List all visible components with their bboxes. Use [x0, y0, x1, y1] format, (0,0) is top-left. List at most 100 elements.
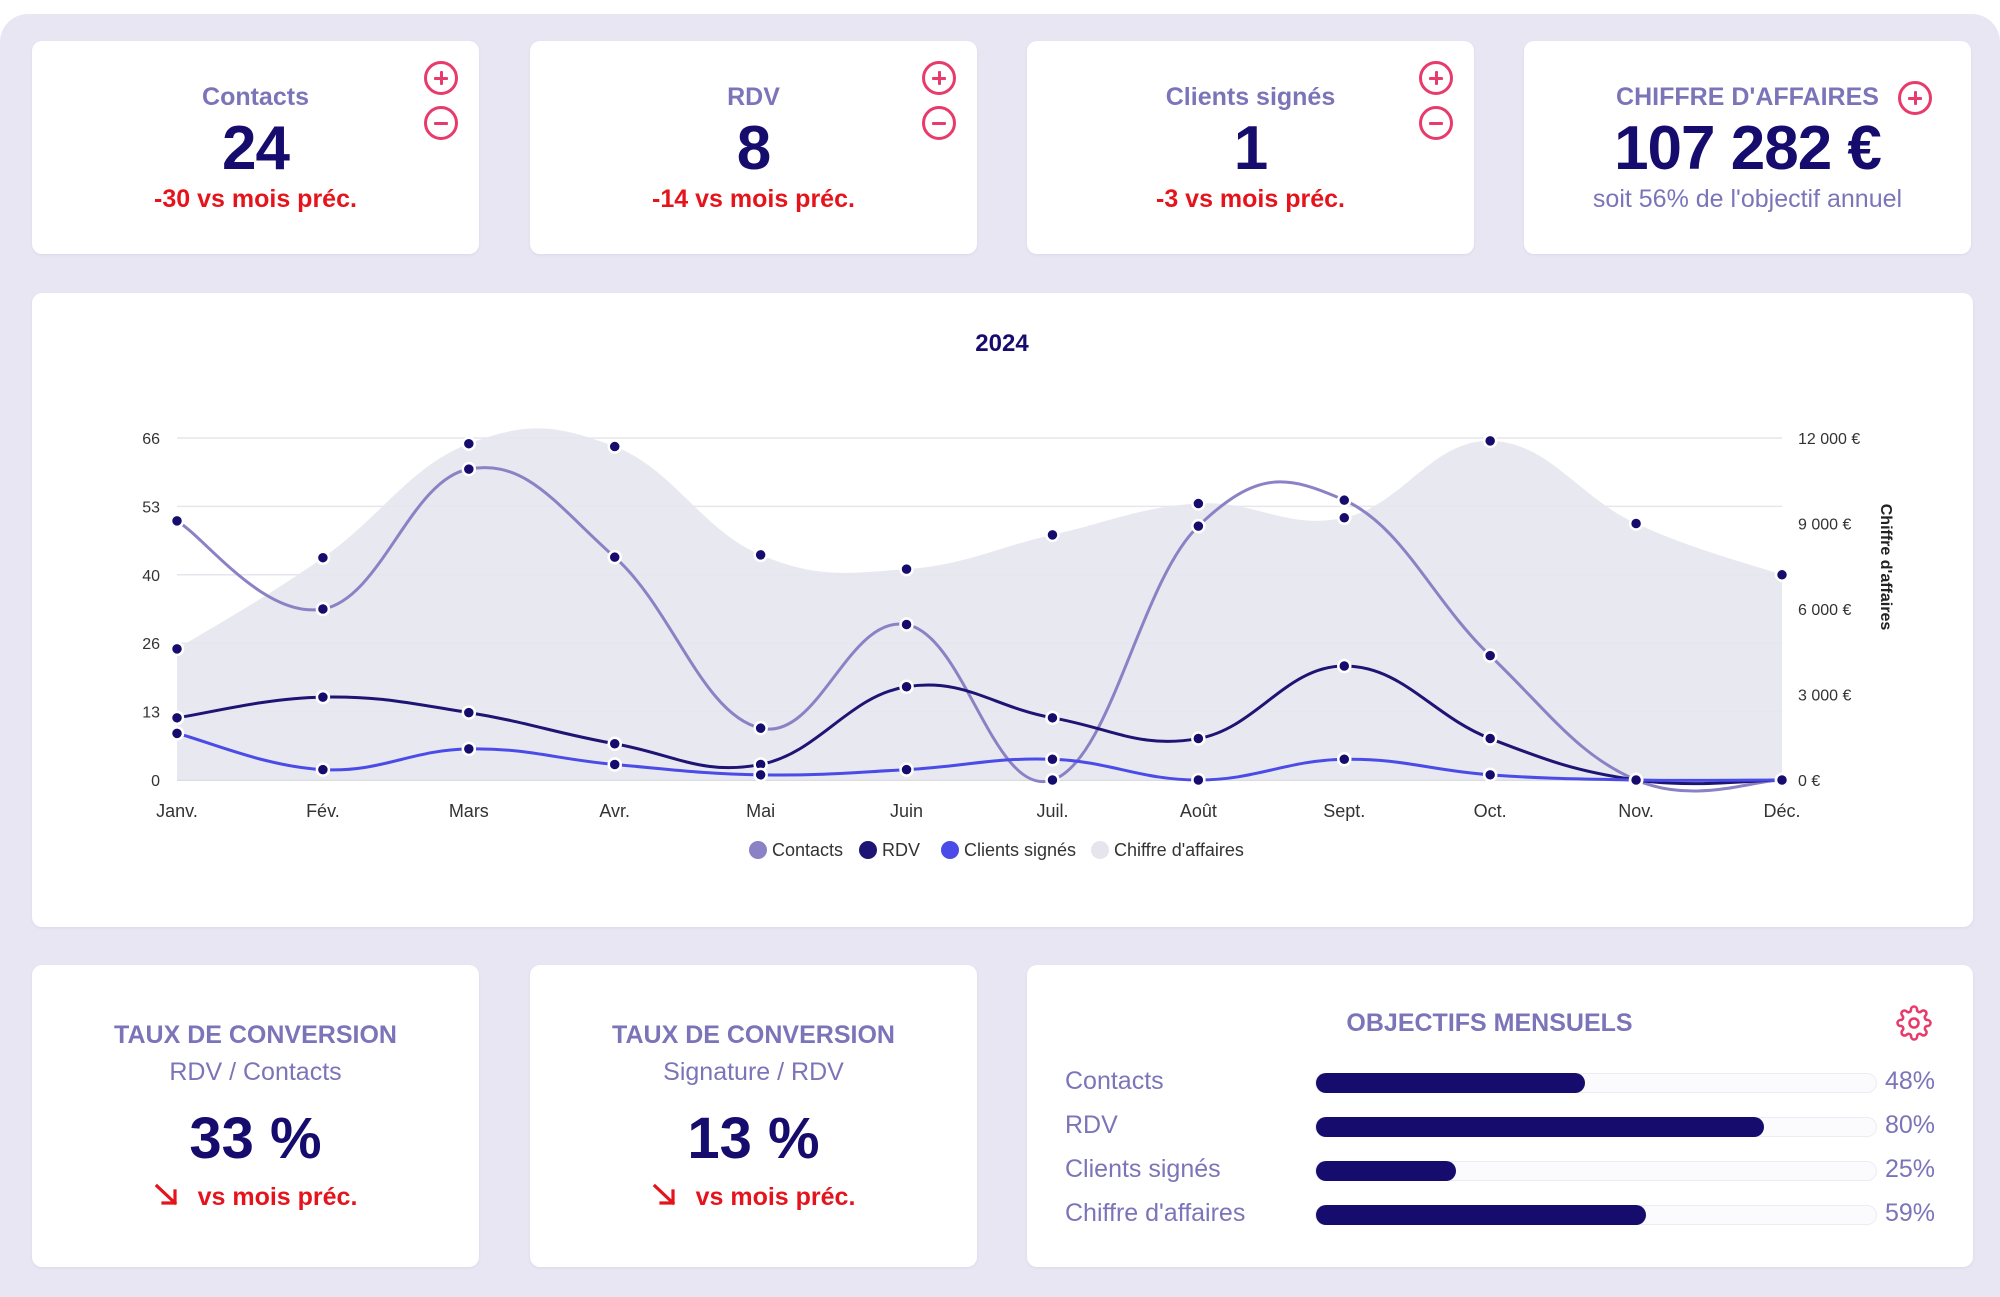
goal-progress-fill [1316, 1073, 1585, 1093]
kpi-value: 24 [222, 114, 290, 183]
goal-progress-track [1315, 1073, 1877, 1093]
data-point-contacts [899, 617, 914, 632]
data-point-chiffre-d-affaires [1191, 496, 1206, 511]
increment-rdv-button[interactable] [922, 61, 956, 95]
kpi-card-chiffre-affaires: CHIFFRE D'AFFAIRES 107 282 € soit 56% de… [1524, 41, 1971, 254]
kpi-card-clients-signes: Clients signés 1 -3 vs mois préc. [1027, 41, 1474, 254]
arrow-down-right-icon [154, 1183, 180, 1207]
data-point-contacts [1337, 492, 1352, 508]
legend-swatch [941, 841, 959, 859]
conversion-card-signature-rdv: TAUX DE CONVERSION Signature / RDV 13 % … [530, 965, 977, 1267]
x-tick-label: Oct. [1474, 801, 1507, 821]
conversion-title: TAUX DE CONVERSION [114, 1021, 397, 1049]
data-point-contacts [1482, 648, 1498, 663]
goal-percent: 80% [1884, 1111, 1935, 1139]
kpi-subtitle: soit 56% de l'objectif annuel [1592, 185, 1903, 213]
legend-label: Contacts [772, 840, 843, 860]
data-point-rdv [1337, 658, 1352, 674]
data-point-chiffre-d-affaires [1482, 433, 1498, 449]
data-point-clients-sign-s [315, 762, 331, 777]
x-tick-label: Sept. [1323, 801, 1365, 821]
series-line-clients-sign-s [176, 731, 1783, 782]
data-point-clients-sign-s [1337, 752, 1352, 767]
gear-icon[interactable] [1896, 1005, 1932, 1041]
kpi-title: Contacts [202, 83, 309, 111]
kpi-title: Clients signés [1165, 83, 1336, 111]
data-point-rdv [169, 710, 185, 726]
goal-row-rdv: RDV 80% [1065, 1109, 1935, 1141]
data-point-clients-sign-s [1774, 772, 1790, 788]
x-tick-label: Nov. [1618, 801, 1654, 821]
decrement-rdv-button[interactable] [922, 106, 956, 140]
goal-label: Chiffre d'affaires [1065, 1199, 1246, 1227]
legend-label: Clients signés [964, 840, 1076, 860]
monthly-goals-card: OBJECTIFS MENSUELS Contacts 48% RDV 80% … [1027, 965, 1973, 1267]
y-left-tick-label: 53 [142, 499, 160, 516]
y-left-tick-label: 13 [142, 705, 160, 722]
data-point-clients-sign-s [1482, 767, 1498, 783]
y-right-tick-label: 0 € [1798, 773, 1820, 790]
chart-card: 2024 0 13 26 40 53 66 0 € 3 000 € 6 000 € 9 000 €… [32, 293, 1973, 927]
goal-progress-fill [1316, 1161, 1456, 1181]
increment-contacts-button[interactable] [424, 61, 458, 95]
conversion-delta: vs mois préc. [197, 1183, 358, 1211]
kpi-value: 8 [736, 114, 771, 183]
series-line-rdv [176, 664, 1783, 786]
goal-label: Contacts [1065, 1067, 1164, 1095]
y-right-tick-label: 9 000 € [1798, 517, 1851, 534]
x-tick-label: Fév. [306, 801, 340, 821]
goal-progress-track [1315, 1117, 1877, 1137]
kpi-card-contacts: Contacts 24 -30 vs mois préc. [32, 41, 479, 254]
y-left-tick-label: 26 [142, 636, 160, 653]
goal-row-clients-signes: Clients signés 25% [1065, 1153, 1935, 1185]
data-point-rdv [461, 705, 477, 720]
legend-label: Chiffre d'affaires [1114, 840, 1244, 860]
goal-row-chiffre-affaires: Chiffre d'affaires 59% [1065, 1197, 1935, 1229]
data-point-chiffre-d-affaires [315, 550, 331, 565]
goals-title: OBJECTIFS MENSUELS [1346, 1009, 1633, 1037]
conversion-title: TAUX DE CONVERSION [612, 1021, 895, 1049]
data-point-contacts [461, 461, 477, 477]
data-point-chiffre-d-affaires [461, 436, 477, 451]
kpi-title: RDV [727, 83, 780, 111]
goal-percent: 48% [1884, 1067, 1935, 1095]
y-left-tick-label: 66 [142, 431, 160, 448]
x-tick-label: Janv. [156, 801, 198, 821]
legend-swatch [749, 841, 767, 859]
conversion-subtitle: Signature / RDV [663, 1058, 844, 1086]
data-point-clients-sign-s [607, 757, 622, 772]
conversion-value: 33 % [189, 1106, 322, 1171]
kpi-delta: -3 vs mois préc. [1156, 185, 1345, 213]
x-tick-label: Mai [746, 801, 775, 821]
data-point-clients-sign-s [1191, 772, 1206, 788]
increment-clients-button[interactable] [1419, 61, 1453, 95]
data-point-clients-sign-s [753, 767, 768, 783]
y-right-tick-label: 12 000 € [1798, 431, 1860, 448]
legend-swatch [1091, 841, 1109, 859]
conversion-card-rdv-contacts: TAUX DE CONVERSION RDV / Contacts 33 % v… [32, 965, 479, 1267]
increment-ca-button[interactable] [1898, 81, 1932, 115]
series-area-chiffre-d-affaires [177, 428, 1782, 780]
data-point-rdv [315, 689, 331, 705]
goal-progress-track [1315, 1161, 1877, 1181]
data-point-rdv [607, 736, 622, 751]
goal-label: Clients signés [1065, 1155, 1221, 1183]
goal-row-contacts: Contacts 48% [1065, 1065, 1935, 1097]
x-tick-label: Avr. [599, 801, 630, 821]
data-point-chiffre-d-affaires [1337, 510, 1352, 526]
line-chart: 2024 0 13 26 40 53 66 0 € 3 000 € 6 000 € 9 000 €… [142, 330, 1894, 860]
data-point-chiffre-d-affaires [899, 561, 914, 577]
decrement-contacts-button[interactable] [424, 106, 458, 140]
y-right-tick-label: 3 000 € [1798, 688, 1851, 705]
chart-title: 2024 [975, 330, 1029, 357]
x-tick-label: Déc. [1763, 801, 1800, 821]
goal-label: RDV [1065, 1111, 1118, 1139]
data-point-clients-sign-s [169, 726, 185, 741]
data-point-rdv [1482, 731, 1498, 746]
conversion-delta-row: vs mois préc. [530, 1183, 977, 1212]
data-point-chiffre-d-affaires [607, 439, 622, 454]
data-point-clients-sign-s [899, 762, 914, 777]
conversion-subtitle: RDV / Contacts [169, 1058, 342, 1086]
y-right-tick-label: 6 000 € [1798, 602, 1851, 619]
decrement-clients-button[interactable] [1419, 106, 1453, 140]
